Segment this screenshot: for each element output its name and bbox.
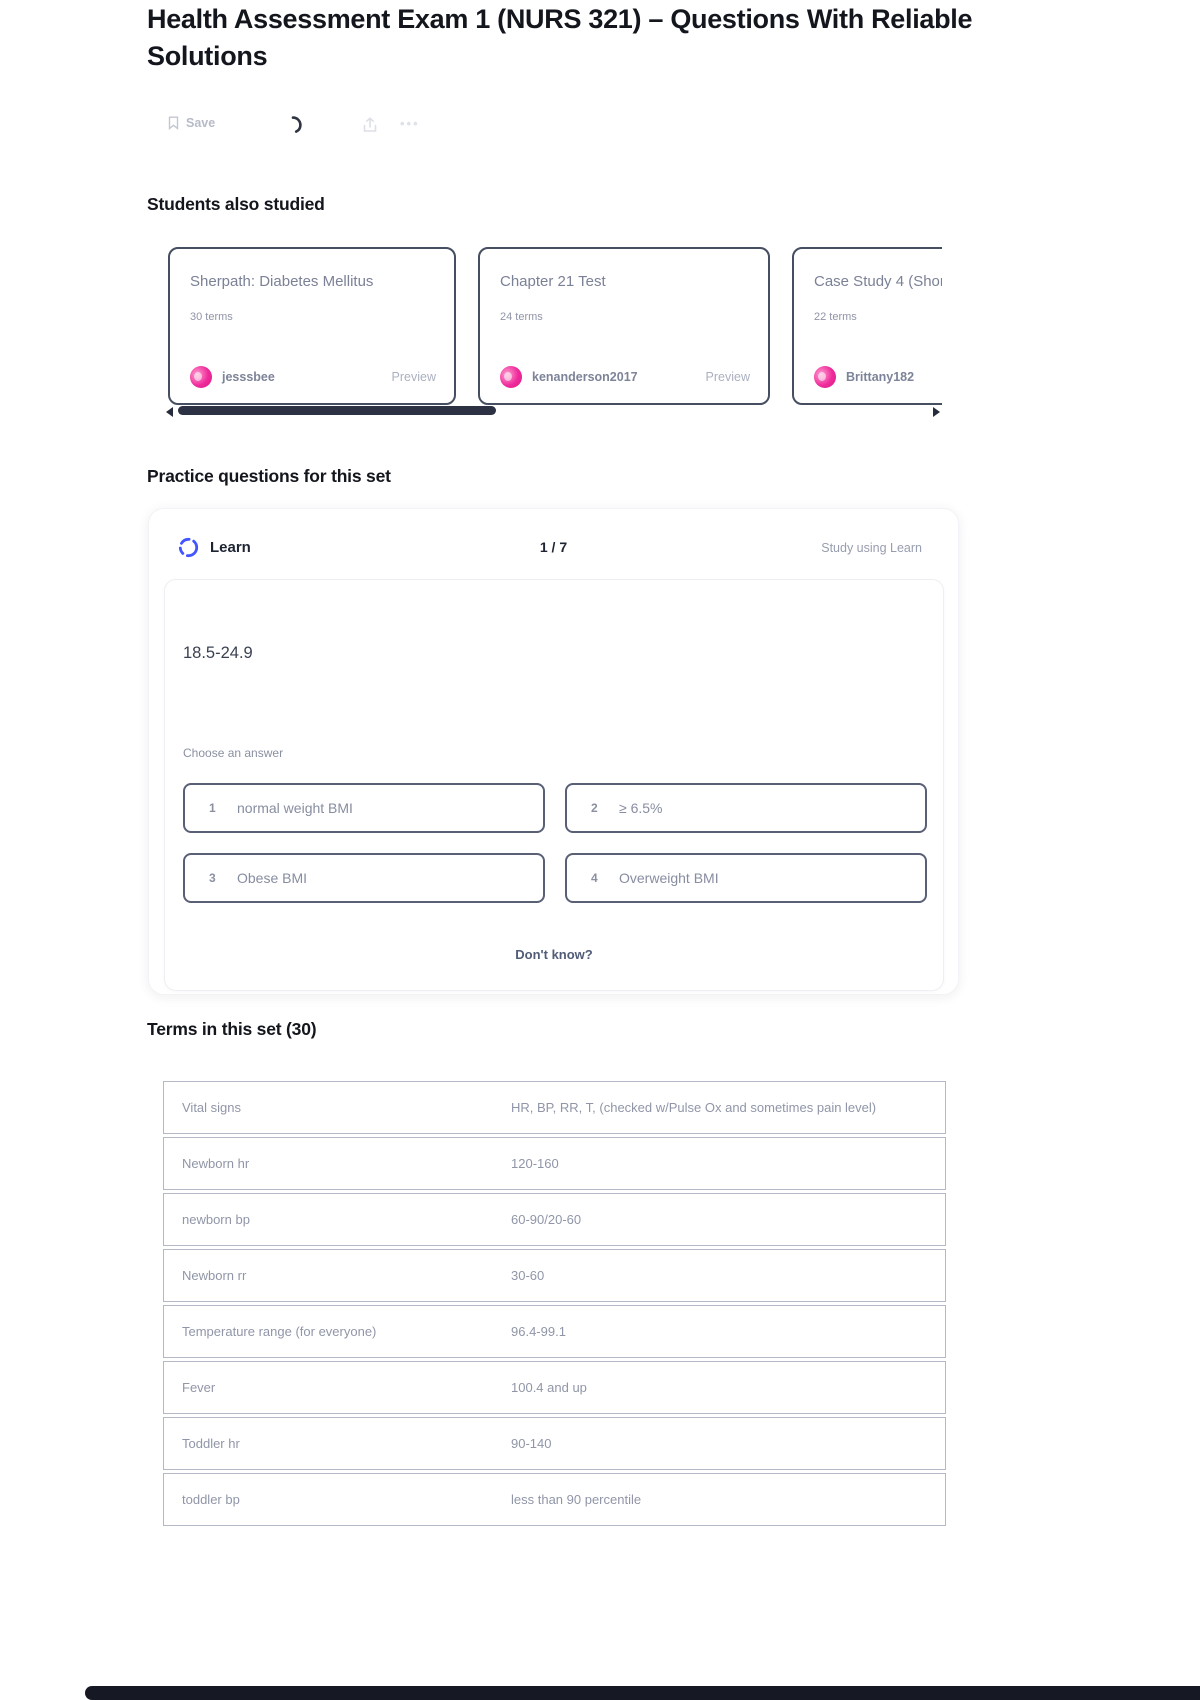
table-row: newborn bp 60-90/20-60 — [163, 1193, 946, 1246]
option-label: normal weight BMI — [237, 800, 353, 816]
definition-text: 90-140 — [511, 1436, 552, 1451]
option-number: 2 — [591, 801, 598, 815]
terms-in-set-heading: Terms in this set (30) — [147, 1019, 317, 1039]
table-row: Temperature range (for everyone) 96.4-99… — [163, 1305, 946, 1358]
carousel-scrollbar — [163, 404, 942, 420]
table-row: Vital signs HR, BP, RR, T, (checked w/Pu… — [163, 1081, 946, 1134]
term-text: Newborn hr — [182, 1156, 250, 1171]
learn-practice-card: Learn 1 / 7 Study using Learn 18.5-24.9 … — [148, 508, 959, 995]
set-card-username: Brittany182 — [846, 370, 915, 384]
answer-option-2[interactable]: 2 ≥ 6.5% — [565, 783, 927, 833]
option-number: 4 — [591, 871, 598, 885]
choose-answer-label: Choose an answer — [183, 746, 284, 760]
definition-text: 120-160 — [511, 1156, 559, 1171]
terms-table: Vital signs HR, BP, RR, T, (checked w/Pu… — [163, 1081, 946, 1529]
carousel-scrollbar-thumb[interactable] — [178, 406, 496, 415]
preview-button[interactable]: Preview — [705, 370, 750, 384]
option-label: Overweight BMI — [619, 870, 719, 886]
avatar[interactable] — [190, 366, 212, 388]
share-icon — [360, 115, 382, 135]
option-label: ≥ 6.5% — [619, 800, 663, 816]
learn-header: Learn — [177, 535, 922, 559]
set-card-term-count: 30 terms — [190, 311, 233, 323]
term-text: Newborn rr — [182, 1268, 247, 1283]
set-card-footer: Brittany182 Preview — [814, 365, 942, 389]
refresh-icon — [281, 113, 307, 137]
practice-questions-heading: Practice questions for this set — [147, 466, 391, 486]
option-label: Obese BMI — [237, 870, 308, 886]
study-set-card[interactable]: Sherpath: Diabetes Mellitus 30 terms jes… — [168, 247, 456, 405]
carousel-prev-icon[interactable] — [166, 407, 173, 417]
table-row: Toddler hr 90-140 — [163, 1417, 946, 1470]
definition-text: 60-90/20-60 — [511, 1212, 582, 1227]
term-text: newborn bp — [182, 1212, 250, 1227]
answer-option-3[interactable]: 3 Obese BMI — [183, 853, 545, 903]
option-number: 3 — [209, 871, 216, 885]
table-row: Newborn rr 30-60 — [163, 1249, 946, 1302]
dont-know-link[interactable]: Don't know? — [515, 947, 593, 962]
learn-mode-label: Learn — [210, 538, 251, 556]
set-card-footer: jesssbee Preview — [190, 365, 436, 389]
students-also-studied-heading: Students also studied — [147, 194, 325, 214]
toolbar: Save ••• — [168, 112, 568, 142]
question-progress: 1 / 7 — [539, 539, 568, 555]
term-text: Fever — [182, 1380, 216, 1395]
table-row: Newborn hr 120-160 — [163, 1137, 946, 1190]
term-text: Toddler hr — [182, 1436, 240, 1451]
set-card-username: kenanderson2017 — [532, 370, 638, 384]
set-card-footer: kenanderson2017 Preview — [500, 365, 750, 389]
question-text: 18.5-24.9 — [183, 644, 253, 662]
answer-option-4[interactable]: 4 Overweight BMI — [565, 853, 927, 903]
question-panel: 18.5-24.9 Choose an answer 1 normal weig… — [164, 579, 944, 991]
share-button[interactable] — [360, 114, 382, 136]
set-card-term-count: 24 terms — [500, 311, 543, 323]
preview-button[interactable]: Preview — [391, 370, 436, 384]
bottom-dark-bar — [85, 1686, 1200, 1700]
term-text: toddler bp — [182, 1492, 240, 1507]
set-card-title: Sherpath: Diabetes Mellitus — [190, 273, 374, 290]
page-title: Health Assessment Exam 1 (NURS 321) – Qu… — [147, 4, 973, 71]
answer-option-1[interactable]: 1 normal weight BMI — [183, 783, 545, 833]
term-text: Temperature range (for everyone) — [182, 1324, 377, 1339]
students-carousel: Sherpath: Diabetes Mellitus 30 terms jes… — [163, 246, 942, 408]
set-card-username: jesssbee — [222, 370, 275, 384]
refresh-button[interactable] — [281, 112, 307, 138]
more-button[interactable]: ••• — [400, 116, 420, 131]
table-row: toddler bp less than 90 percentile — [163, 1473, 946, 1526]
study-set-card[interactable]: Case Study 4 (Short 22 terms Brittany182… — [792, 247, 942, 405]
term-text: Vital signs — [182, 1100, 242, 1115]
study-using-learn-link[interactable]: Study using Learn — [821, 541, 922, 555]
table-row: Fever 100.4 and up — [163, 1361, 946, 1414]
definition-text: less than 90 percentile — [511, 1492, 642, 1507]
save-label: Save — [186, 116, 216, 130]
set-card-title: Chapter 21 Test — [500, 273, 606, 290]
option-number: 1 — [209, 801, 216, 815]
definition-text: 100.4 and up — [511, 1380, 587, 1395]
carousel-next-icon[interactable] — [933, 407, 940, 417]
definition-text: HR, BP, RR, T, (checked w/Pulse Ox and s… — [511, 1100, 877, 1115]
definition-text: 30-60 — [511, 1268, 545, 1283]
learn-progress-icon — [177, 536, 200, 559]
set-card-term-count: 22 terms — [814, 311, 857, 323]
answer-options: 1 normal weight BMI 2 ≥ 6.5% 3 Obese BMI… — [183, 783, 927, 903]
definition-text: 96.4-99.1 — [511, 1324, 566, 1339]
save-button[interactable]: Save — [168, 116, 215, 130]
bookmark-icon — [168, 116, 179, 130]
avatar[interactable] — [814, 366, 836, 388]
set-card-title: Case Study 4 (Short — [814, 273, 942, 290]
avatar[interactable] — [500, 366, 522, 388]
study-set-card[interactable]: Chapter 21 Test 24 terms kenanderson2017… — [478, 247, 770, 405]
